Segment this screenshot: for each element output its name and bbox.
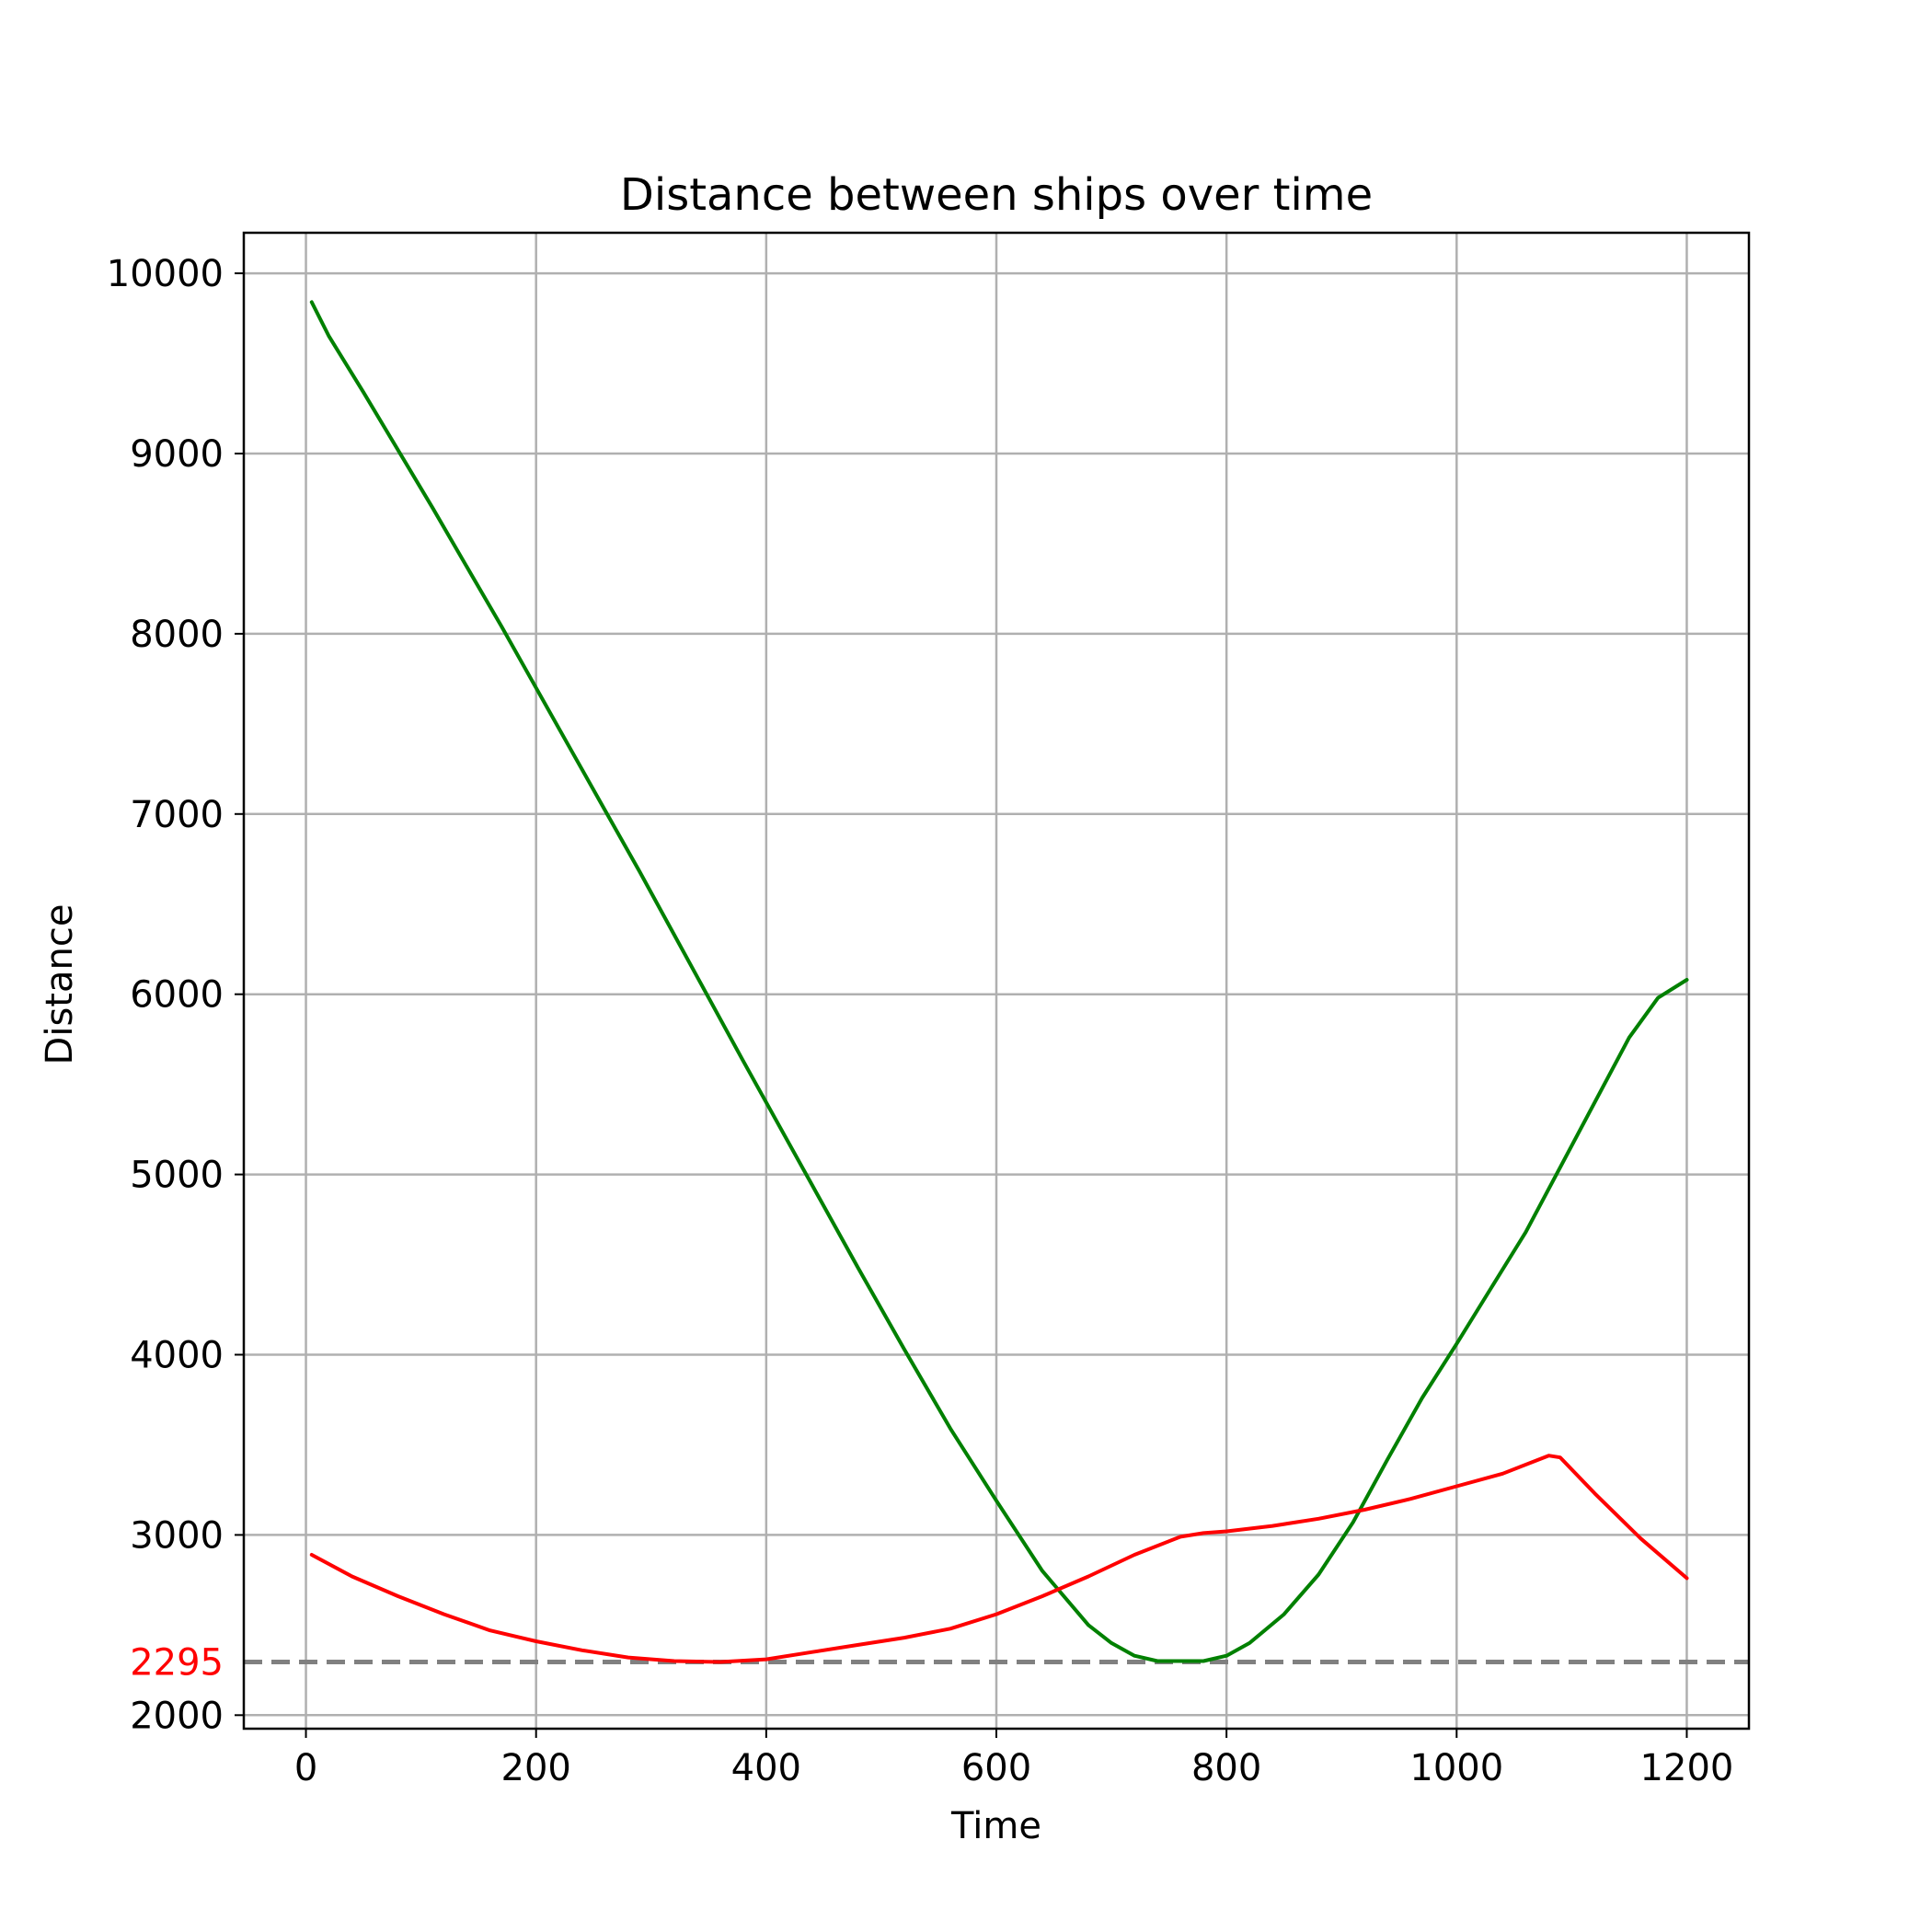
series-line-1 [309,300,1689,1663]
y-tick-label: 6000 [130,974,224,1017]
x-tick-label: 1200 [1640,1747,1734,1789]
y-tick-label: 8000 [130,614,224,656]
y-tick-label: 7000 [130,794,224,836]
x-tick-label: 800 [1191,1747,1261,1789]
y-tick-label: 9000 [130,433,224,476]
y-tick-label: 2000 [130,1695,224,1737]
y-tick-label: 10000 [107,253,224,295]
y-axis-label: Distance [39,904,81,1065]
y-tick-label: 5000 [130,1155,224,1197]
ticks: 0 200 400 600 800 1000 1200 2000 3000 4000 5000 600… [107,253,1734,1789]
x-tick-label: 200 [501,1747,571,1789]
chart-title: Distance between ships over time [620,169,1373,221]
x-tick-label: 1000 [1409,1747,1503,1789]
y-tick-label: 4000 [130,1335,224,1377]
reference-line-label: 2295 [130,1642,224,1685]
series-line-2 [309,1454,1689,1664]
x-tick-label: 400 [731,1747,801,1789]
y-tick-label: 3000 [130,1514,224,1557]
reference-line-group: 2295 [130,1642,1749,1685]
x-tick-label: 600 [961,1747,1031,1789]
x-axis-label: Time [950,1805,1041,1847]
series-group [309,300,1689,1664]
x-tick-label: 0 [294,1747,317,1789]
